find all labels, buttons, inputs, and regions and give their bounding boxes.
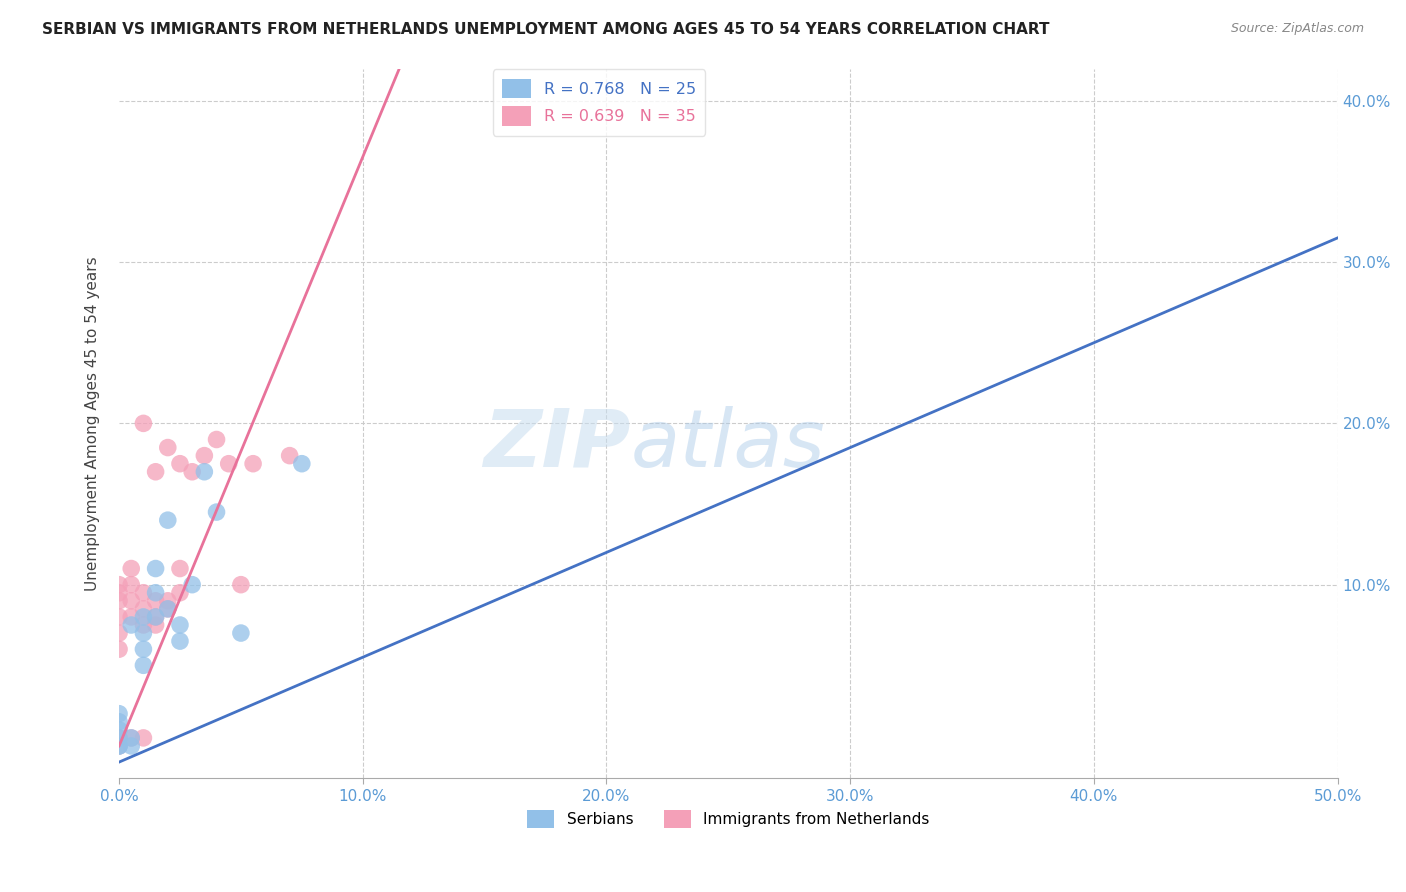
Point xyxy=(169,634,191,648)
Point xyxy=(156,513,179,527)
Point xyxy=(108,577,131,591)
Point xyxy=(181,577,204,591)
Point xyxy=(132,417,155,431)
Point xyxy=(108,610,131,624)
Point xyxy=(169,618,191,632)
Point xyxy=(145,610,167,624)
Point xyxy=(120,731,142,745)
Text: ZIP: ZIP xyxy=(484,406,631,483)
Point xyxy=(218,457,240,471)
Point xyxy=(108,642,131,657)
Point xyxy=(120,594,142,608)
Point xyxy=(108,739,131,753)
Point xyxy=(120,561,142,575)
Point xyxy=(108,731,131,745)
Point xyxy=(169,457,191,471)
Legend: Serbians, Immigrants from Netherlands: Serbians, Immigrants from Netherlands xyxy=(520,804,936,834)
Point xyxy=(145,561,167,575)
Point xyxy=(181,465,204,479)
Point xyxy=(156,602,179,616)
Point xyxy=(108,594,131,608)
Point xyxy=(132,731,155,745)
Point xyxy=(120,577,142,591)
Text: Source: ZipAtlas.com: Source: ZipAtlas.com xyxy=(1230,22,1364,36)
Point xyxy=(120,610,142,624)
Point xyxy=(156,602,179,616)
Point xyxy=(242,457,264,471)
Point xyxy=(108,714,131,729)
Point xyxy=(108,706,131,721)
Text: SERBIAN VS IMMIGRANTS FROM NETHERLANDS UNEMPLOYMENT AMONG AGES 45 TO 54 YEARS CO: SERBIAN VS IMMIGRANTS FROM NETHERLANDS U… xyxy=(42,22,1050,37)
Point xyxy=(120,618,142,632)
Point xyxy=(205,433,228,447)
Point xyxy=(108,723,131,737)
Point xyxy=(108,731,131,745)
Point xyxy=(108,585,131,599)
Point xyxy=(145,618,167,632)
Point xyxy=(120,731,142,745)
Point xyxy=(145,610,167,624)
Point xyxy=(132,618,155,632)
Point xyxy=(193,465,215,479)
Point xyxy=(229,626,252,640)
Point xyxy=(132,626,155,640)
Point xyxy=(205,505,228,519)
Y-axis label: Unemployment Among Ages 45 to 54 years: Unemployment Among Ages 45 to 54 years xyxy=(86,256,100,591)
Text: atlas: atlas xyxy=(631,406,825,483)
Point xyxy=(278,449,301,463)
Point xyxy=(108,739,131,753)
Point xyxy=(132,585,155,599)
Point xyxy=(145,585,167,599)
Point xyxy=(108,626,131,640)
Point xyxy=(132,658,155,673)
Point xyxy=(145,465,167,479)
Point xyxy=(120,739,142,753)
Point xyxy=(156,441,179,455)
Point xyxy=(169,561,191,575)
Point xyxy=(156,594,179,608)
Point xyxy=(132,610,155,624)
Point xyxy=(132,642,155,657)
Point xyxy=(132,602,155,616)
Point xyxy=(169,585,191,599)
Point xyxy=(193,449,215,463)
Point xyxy=(229,577,252,591)
Point xyxy=(108,739,131,753)
Point xyxy=(291,457,314,471)
Point xyxy=(145,594,167,608)
